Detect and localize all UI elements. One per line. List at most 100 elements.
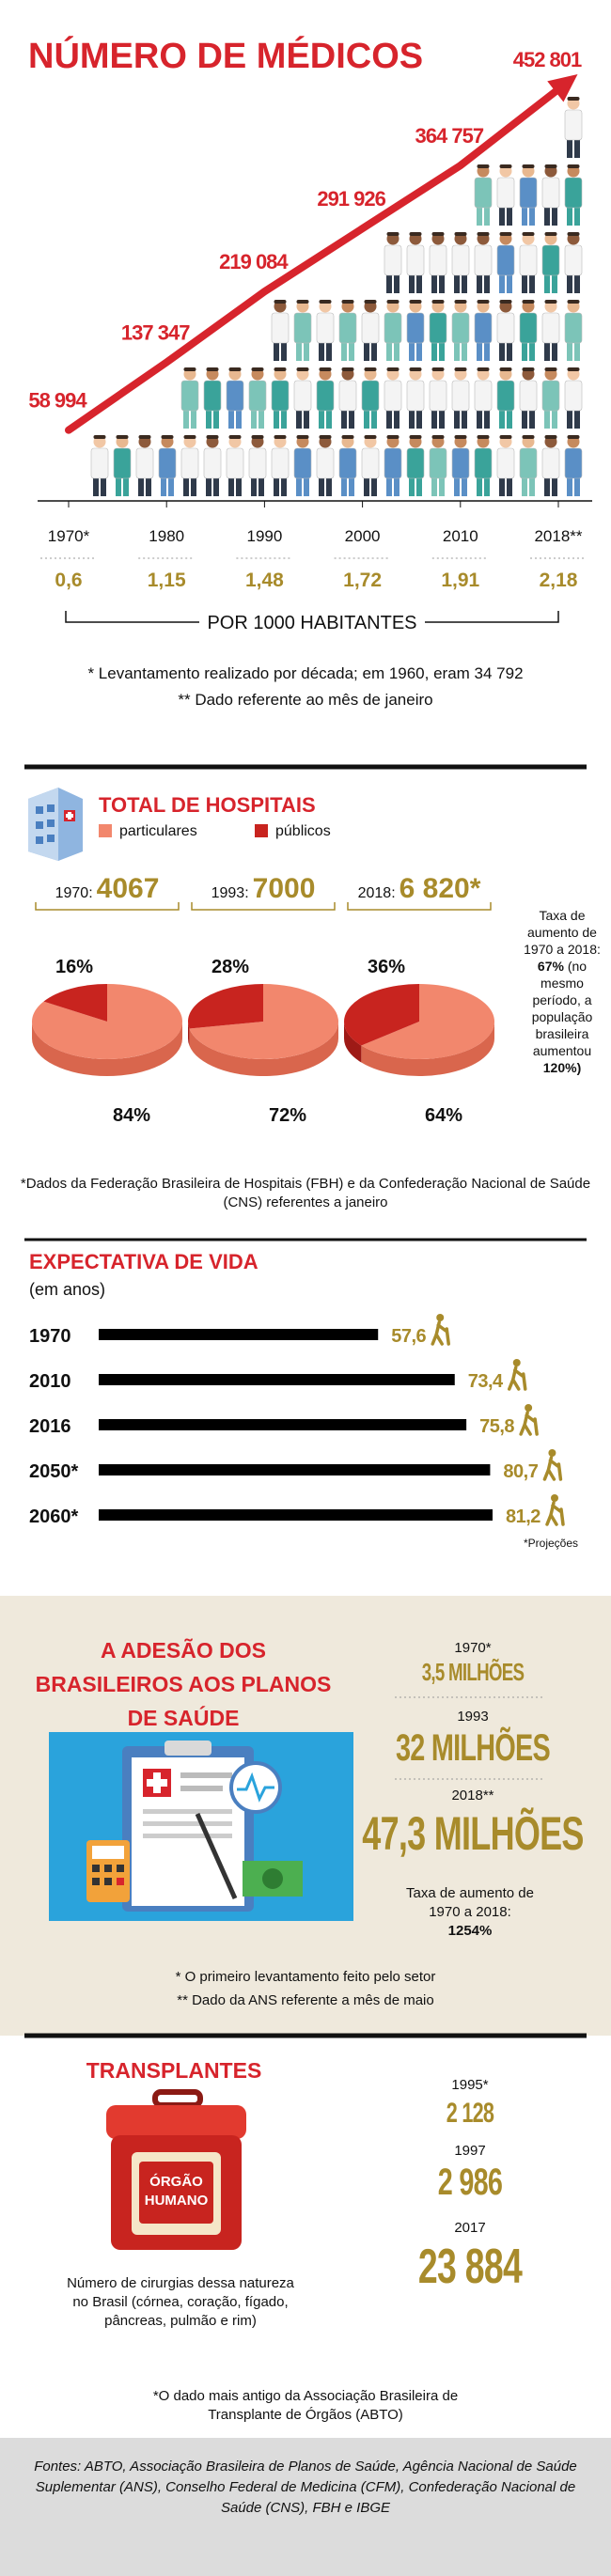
data-label: 2,18 (540, 570, 578, 591)
doctor-legs (349, 340, 354, 361)
doctor-hair (386, 232, 400, 236)
doctor-legs (507, 476, 512, 496)
pie-side (344, 1022, 362, 1063)
annotation-value: 67% (537, 959, 564, 974)
doctor-body (474, 380, 493, 412)
doctor-hair (431, 367, 445, 371)
doctor-legs (522, 476, 527, 496)
sources: Fontes: ABTO, Associação Brasileira de P… (34, 2459, 577, 2516)
doctor-hair (567, 97, 580, 101)
doctor-body (384, 380, 402, 412)
doctor-legs (529, 273, 535, 293)
legend-label: públicos (275, 823, 331, 839)
doctor-body (564, 109, 583, 141)
description: Número de cirurgias dessa natureza no Br… (67, 2275, 294, 2329)
doctor-body (203, 447, 222, 479)
doctor-hair (522, 367, 535, 371)
doctor-body (474, 312, 493, 344)
doctor-legs (258, 408, 264, 429)
doctor-hair (409, 232, 422, 236)
group-year: 1993: (212, 885, 249, 901)
doctor-hair (567, 164, 580, 168)
doctor-body (519, 447, 538, 479)
doctor-legs (364, 476, 369, 496)
doctor-legs (296, 340, 302, 361)
doctor-legs (484, 408, 490, 429)
y-tick-label: 2060* (29, 1507, 78, 1527)
doctor-body (541, 244, 560, 276)
doctor-legs (213, 476, 219, 496)
bar (99, 1374, 455, 1385)
doctor-body (248, 447, 267, 479)
note: ** Dado referente ao mês de janeiro (178, 691, 432, 709)
doctor-hair (364, 300, 377, 304)
doctor-body (541, 447, 560, 479)
pie-side (361, 1022, 494, 1076)
doctor-body (496, 177, 515, 209)
doctor-legs (484, 205, 490, 226)
doctor-body (90, 447, 109, 479)
doctor-hair (477, 300, 490, 304)
doctor-body (226, 447, 244, 479)
walker-head (548, 1449, 556, 1457)
chart-title: TOTAL DE HOSPITAIS (99, 793, 316, 817)
doctor-body (271, 447, 290, 479)
legend-swatch (99, 824, 112, 837)
doctor-body (564, 447, 583, 479)
doctor-hair (274, 300, 287, 304)
data-label: 137 347 (121, 321, 190, 345)
doctor-hair (499, 367, 512, 371)
bracket-label: POR 1000 HABITANTES (207, 613, 416, 633)
doctor-legs (213, 408, 219, 429)
doctor-body (496, 447, 515, 479)
data-label: 291 926 (317, 187, 385, 211)
doctor-legs (251, 476, 257, 496)
annotation: Taxa de aumento de 1970 a 2018: 67% (no … (515, 907, 609, 1076)
doctor-hair (544, 300, 557, 304)
doctor-hair (567, 367, 580, 371)
group-total: 4067 (97, 873, 160, 904)
walker-body (519, 1411, 539, 1436)
doctor-legs (416, 340, 422, 361)
doctor-legs (319, 476, 324, 496)
pie-side (32, 1022, 182, 1076)
sources-background (0, 2438, 611, 2576)
bar (99, 1509, 493, 1521)
doctor-hair (138, 435, 151, 439)
doctor-hair (499, 300, 512, 304)
doctor-legs (386, 476, 392, 496)
doctor-legs (386, 273, 392, 293)
walker-body (542, 1456, 563, 1481)
doctor-legs (251, 408, 257, 429)
doctor-legs (274, 408, 279, 429)
doctor-legs (567, 205, 572, 226)
doctor-legs (544, 340, 550, 361)
x-tick-label: 1970* (48, 527, 90, 545)
annotation-text: (no mesmo período, a população brasileir… (531, 959, 593, 1058)
doctor-legs (544, 476, 550, 496)
doctor-hair (319, 435, 332, 439)
doctor-legs (552, 476, 557, 496)
walker-head (551, 1494, 558, 1502)
doctor-legs (454, 273, 460, 293)
doctor-body (406, 244, 425, 276)
doctor-hair (274, 367, 287, 371)
x-tick-label: 2018** (534, 527, 582, 545)
doctor-hair (567, 232, 580, 236)
doctor-hair (567, 435, 580, 439)
data-label: 1,91 (441, 570, 479, 591)
doctor-legs (499, 340, 505, 361)
x-tick-label: 1980 (149, 527, 184, 545)
doctor-hair (386, 300, 400, 304)
doctor-legs (567, 408, 572, 429)
doctor-body (135, 447, 154, 479)
doctor-body (203, 380, 222, 412)
doctor-legs (319, 408, 324, 429)
annotation-text: Taxa de aumento de 1970 a 2018: (524, 908, 601, 957)
doctor-body (451, 380, 470, 412)
doctor-legs (168, 476, 174, 496)
section-title: A ADESÃO DOS BRASILEIROS AOS PLANOS DE S… (35, 1638, 332, 1730)
doctor-hair (183, 367, 196, 371)
doctor-legs (341, 408, 347, 429)
doctor-hair (228, 367, 242, 371)
